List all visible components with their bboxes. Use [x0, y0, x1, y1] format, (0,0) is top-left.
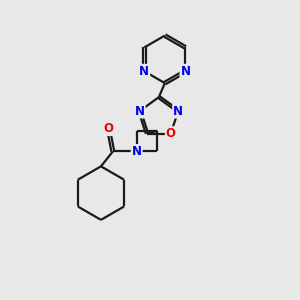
Text: N: N	[173, 105, 183, 118]
Text: N: N	[181, 65, 190, 78]
Text: O: O	[166, 127, 176, 140]
Text: N: N	[135, 105, 145, 118]
Text: N: N	[139, 65, 149, 78]
Text: N: N	[132, 145, 142, 158]
Text: O: O	[103, 122, 113, 135]
